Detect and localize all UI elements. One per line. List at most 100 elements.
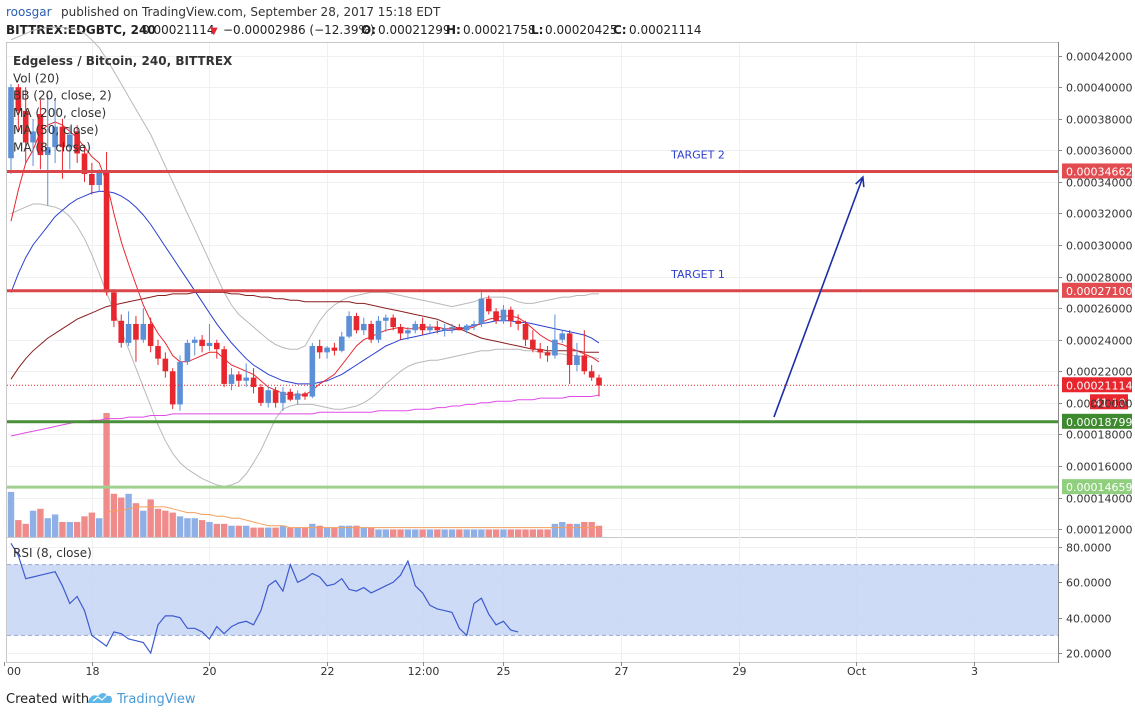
volume-bar xyxy=(147,499,154,537)
candle-body xyxy=(8,87,14,159)
rsi-tick-label: 80.0000 xyxy=(1066,542,1112,555)
price-tag-label: 0.00014659 xyxy=(1066,481,1132,494)
volume-bar xyxy=(537,529,544,537)
last-price-tag-label: 0.00021114 xyxy=(1066,379,1132,392)
candle-body xyxy=(15,87,22,111)
projection-arrow-line xyxy=(773,176,864,418)
candle-body xyxy=(412,323,419,331)
volume-bars xyxy=(7,413,603,537)
volume-bar xyxy=(434,529,441,537)
candle-body xyxy=(361,323,367,331)
price-axis: 0.00012000 0.00014000 0.00016000 0.00018000… xyxy=(1058,51,1132,661)
price-tick-label: 0.00020000 xyxy=(1066,398,1132,411)
candle-body xyxy=(485,298,492,312)
time-tick-label: 3 xyxy=(971,665,978,678)
candle-body xyxy=(250,377,257,388)
price-tag-bg xyxy=(1062,163,1132,179)
indicator-label: MA (50, close) xyxy=(13,123,99,137)
candle-body xyxy=(125,323,132,343)
candle-body xyxy=(346,316,352,337)
candle-body xyxy=(199,339,205,347)
candle-body xyxy=(81,153,88,174)
volume-bar xyxy=(404,529,412,537)
arrow-head-icon xyxy=(855,175,865,188)
rsi-line-group xyxy=(10,542,519,655)
candle-body xyxy=(375,320,382,340)
candle-body xyxy=(581,355,588,372)
price-tick-label: 0.00022000 xyxy=(1066,366,1132,379)
candle-body xyxy=(191,339,198,343)
author-link[interactable]: roosgar xyxy=(6,5,52,19)
volume-bar xyxy=(96,518,103,537)
price-tick-label: 0.00040000 xyxy=(1066,82,1132,95)
tradingview-brand-link[interactable]: TradingView xyxy=(116,692,196,707)
rsi-legend: RSI (8, close) xyxy=(13,546,92,560)
volume-bar xyxy=(360,527,367,537)
candle-body xyxy=(44,147,51,156)
time-tick-label: 25 xyxy=(497,665,511,678)
price-tick-label: 0.00030000 xyxy=(1066,240,1132,253)
candle-body xyxy=(221,349,227,384)
price-tag-label: 0.00027100 xyxy=(1066,285,1132,298)
volume-bar xyxy=(22,523,29,537)
candles xyxy=(8,84,602,411)
down-arrow-icon: ▼ xyxy=(210,26,218,37)
volume-bar xyxy=(37,508,44,537)
target-annotation: TARGET 1 xyxy=(670,268,725,281)
volume-bar xyxy=(44,518,51,537)
volume-bar xyxy=(250,527,257,537)
indicator-label: MA (8, close) xyxy=(13,141,91,155)
time-tick-label: 12:00 xyxy=(408,665,440,678)
candle-body xyxy=(155,346,161,359)
volume-bar xyxy=(272,527,279,537)
price-tick-label: 0.00028000 xyxy=(1066,272,1132,285)
price-tick-label: 0.00024000 xyxy=(1066,335,1132,348)
time-axis: 00 18 20 22 12:00 25 27 29 Oct 3 xyxy=(4,662,978,678)
candle-body xyxy=(508,309,514,321)
countdown-tag-bg xyxy=(1090,394,1128,410)
candle-body xyxy=(309,346,316,397)
rsi-line xyxy=(10,542,519,655)
volume-bar xyxy=(7,491,15,537)
volume-bar xyxy=(294,527,301,537)
candle-body xyxy=(405,330,411,334)
rsi-tick-label: 60.0000 xyxy=(1066,577,1112,590)
candle-body xyxy=(559,333,566,340)
candle-body xyxy=(214,342,220,350)
close-label: C: xyxy=(613,23,627,37)
volume-bar xyxy=(353,525,360,537)
volume-bar xyxy=(529,529,537,537)
open-value: 0.00021299 xyxy=(378,23,451,37)
volume-bar xyxy=(397,529,404,537)
candle-body xyxy=(140,323,147,340)
volume-bar xyxy=(287,527,294,537)
volume-bar xyxy=(132,503,140,537)
volume-bar xyxy=(198,520,206,537)
volume-bar xyxy=(595,525,603,537)
open-label: O: xyxy=(361,23,376,37)
candle-body xyxy=(96,172,102,186)
bb-upper-line xyxy=(10,26,599,350)
volume-bar xyxy=(220,523,228,537)
candle-body xyxy=(103,172,110,293)
volume-bar xyxy=(544,529,551,537)
countdown-tag-label: 41:10 xyxy=(1094,396,1126,409)
volume-bar xyxy=(184,518,191,537)
volume-bar xyxy=(419,529,426,537)
rsi-overbought-oversold-band xyxy=(7,564,1058,636)
volume-bar xyxy=(206,521,213,537)
volume-bar xyxy=(551,523,559,537)
candle-body xyxy=(302,393,308,397)
volume-bar xyxy=(323,527,331,537)
series-title: Edgeless / Bitcoin, 240, BITTREX xyxy=(13,54,233,68)
candle-body xyxy=(74,131,80,154)
candle-body xyxy=(118,320,125,343)
price-tick-label: 0.00042000 xyxy=(1066,51,1132,64)
volume-bar xyxy=(566,523,573,537)
volume-bar xyxy=(191,518,198,537)
candle-body xyxy=(184,342,191,362)
volume-ma-line xyxy=(106,506,599,529)
symbol-label: BITTREX:EDGBTC, 240 xyxy=(6,23,156,37)
candle-body xyxy=(294,393,301,400)
volume-bar xyxy=(382,529,390,537)
